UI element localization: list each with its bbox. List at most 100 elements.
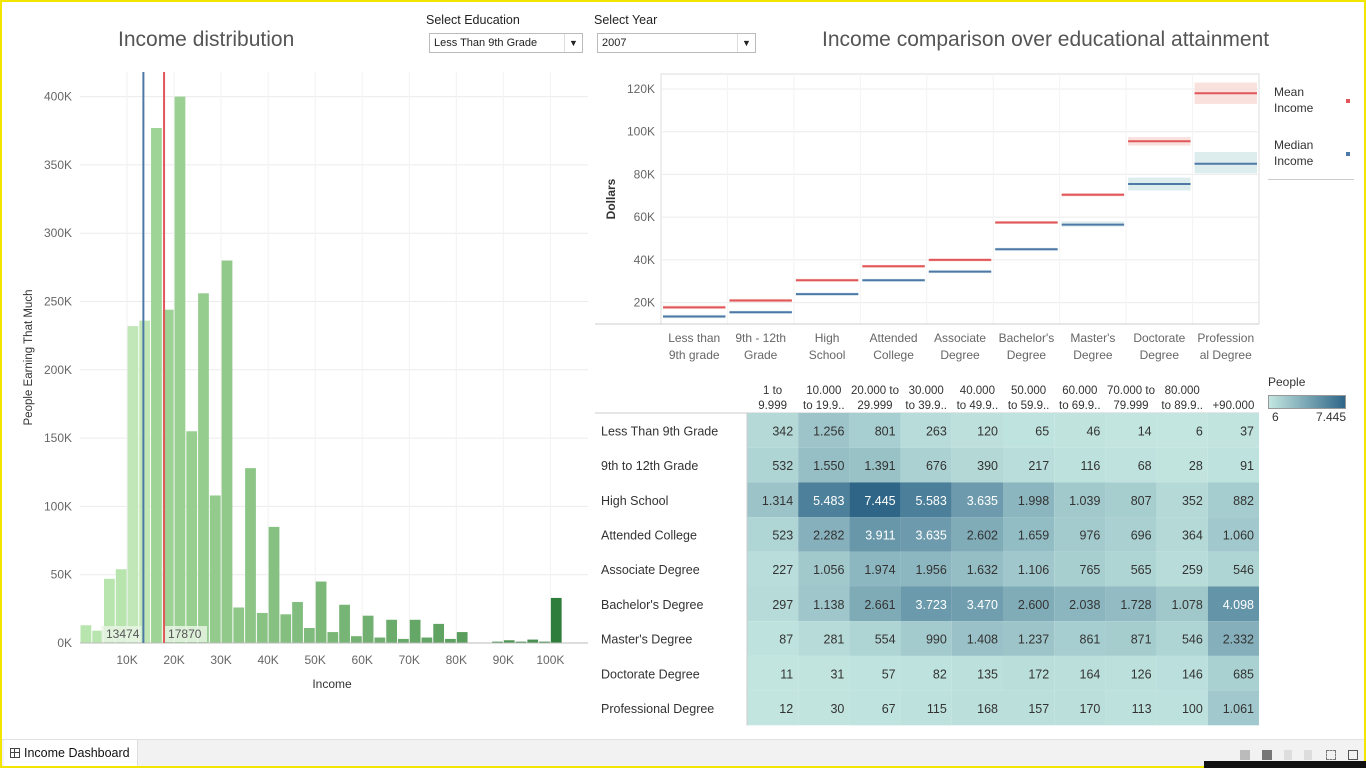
hist-bar[interactable]	[374, 637, 386, 643]
heatmap-cell[interactable]	[747, 655, 799, 691]
heatmap-cell[interactable]	[900, 517, 952, 552]
fullscreen-icon[interactable]	[1326, 750, 1336, 760]
heatmap-cell[interactable]	[747, 517, 799, 552]
heatmap-cell[interactable]	[951, 517, 1003, 552]
presentation-icon[interactable]	[1348, 750, 1358, 760]
heatmap-cell[interactable]	[1105, 586, 1157, 622]
education-select[interactable]: Less Than 9th Grade ▼	[429, 33, 583, 53]
next-icon[interactable]	[1304, 750, 1312, 760]
heatmap-cell[interactable]	[1003, 482, 1055, 518]
hist-bar[interactable]	[492, 641, 503, 643]
heatmap-cell[interactable]	[849, 482, 901, 518]
heatmap-cell[interactable]	[951, 655, 1003, 691]
sheet-icon[interactable]	[1262, 750, 1272, 760]
heatmap-cell[interactable]	[1156, 517, 1208, 552]
heatmap-cell[interactable]	[1054, 517, 1106, 552]
hist-bar[interactable]	[221, 260, 233, 643]
heatmap-cell[interactable]	[951, 447, 1003, 483]
heatmap-cell[interactable]	[798, 655, 850, 691]
hist-bar[interactable]	[515, 641, 527, 643]
heatmap-cell[interactable]	[1207, 551, 1259, 587]
heatmap-cell[interactable]	[1156, 551, 1208, 587]
heatmap-cell[interactable]	[747, 482, 799, 518]
hist-bar[interactable]	[421, 637, 433, 643]
heatmap-cell[interactable]	[951, 482, 1003, 518]
hist-bar[interactable]	[527, 639, 539, 643]
hist-bar[interactable]	[92, 630, 104, 643]
heatmap-cell[interactable]	[747, 447, 799, 483]
hist-bar[interactable]	[174, 96, 186, 644]
heatmap-cell[interactable]	[1054, 586, 1106, 622]
heatmap-cell[interactable]	[1207, 655, 1259, 691]
heatmap-cell[interactable]	[1054, 690, 1106, 726]
heatmap-cell[interactable]	[900, 586, 952, 622]
chevron-down-icon[interactable]: ▼	[737, 34, 755, 52]
heatmap-cell[interactable]	[747, 621, 799, 656]
year-select[interactable]: 2007 ▼	[597, 33, 756, 53]
hist-bar[interactable]	[350, 636, 362, 643]
heatmap-cell[interactable]	[1207, 586, 1259, 622]
heatmap-cell[interactable]	[1003, 690, 1055, 726]
heatmap-cell[interactable]	[849, 551, 901, 587]
heatmap-cell[interactable]	[798, 551, 850, 587]
heatmap-cell[interactable]	[798, 690, 850, 726]
heatmap-cell[interactable]	[951, 621, 1003, 656]
heatmap-cell[interactable]	[900, 655, 952, 691]
heatmap-cell[interactable]	[1105, 482, 1157, 518]
heatmap-cell[interactable]	[1207, 621, 1259, 656]
hist-bar[interactable]	[127, 326, 139, 643]
heatmap-cell[interactable]	[1207, 690, 1259, 726]
heatmap-cell[interactable]	[1156, 690, 1208, 726]
heatmap-cell[interactable]	[849, 655, 901, 691]
hist-bar[interactable]	[339, 604, 350, 643]
heatmap-cell[interactable]	[1003, 551, 1055, 587]
hist-bar[interactable]	[115, 569, 127, 643]
hist-bar[interactable]	[409, 619, 421, 643]
heatmap-cell[interactable]	[900, 413, 952, 448]
hist-bar[interactable]	[386, 619, 397, 643]
hist-bar[interactable]	[433, 623, 445, 643]
hist-bar[interactable]	[503, 640, 515, 643]
heatmap-cell[interactable]	[1054, 413, 1106, 448]
heatmap-cell[interactable]	[1003, 447, 1055, 483]
heatmap-cell[interactable]	[951, 690, 1003, 726]
hist-bar[interactable]	[550, 597, 562, 643]
hist-bar[interactable]	[456, 632, 468, 643]
heatmap-cell[interactable]	[747, 551, 799, 587]
heatmap-cell[interactable]	[849, 690, 901, 726]
hist-bar[interactable]	[327, 632, 339, 643]
people-heatmap[interactable]: 1 to 9.999 10.000 to 19.9.. 20.000 to 29.999 3…	[595, 378, 1265, 728]
heatmap-cell[interactable]	[1054, 551, 1106, 587]
heatmap-cell[interactable]	[1003, 517, 1055, 552]
hist-bar[interactable]	[245, 468, 256, 643]
heatmap-cell[interactable]	[1156, 655, 1208, 691]
heatmap-cell[interactable]	[1054, 447, 1106, 483]
hist-bar[interactable]	[539, 641, 550, 643]
heatmap-cell[interactable]	[1105, 690, 1157, 726]
hist-bar[interactable]	[268, 526, 280, 643]
hist-bar[interactable]	[315, 581, 327, 643]
heatmap-cell[interactable]	[951, 413, 1003, 448]
heatmap-cell[interactable]	[900, 551, 952, 587]
heatmap-cell[interactable]	[1105, 517, 1157, 552]
hist-bar[interactable]	[151, 128, 162, 643]
heatmap-cell[interactable]	[1207, 482, 1259, 518]
heatmap-cell[interactable]	[1105, 655, 1157, 691]
heatmap-cell[interactable]	[1003, 621, 1055, 656]
heatmap-cell[interactable]	[798, 586, 850, 622]
income-comparison-chart[interactable]: 20K 40K 60K 80K 100K 120K Less than 9th grade 9t…	[595, 70, 1265, 370]
legend-median-item[interactable]: Median Income	[1274, 137, 1313, 169]
heatmap-cell[interactable]	[849, 447, 901, 483]
hist-bar[interactable]	[398, 638, 409, 643]
hist-bar[interactable]	[186, 431, 198, 643]
hist-bar[interactable]	[139, 320, 151, 643]
heatmap-cell[interactable]	[849, 517, 901, 552]
heatmap-cell[interactable]	[900, 690, 952, 726]
heatmap-cell[interactable]	[1156, 586, 1208, 622]
chevron-down-icon[interactable]: ▼	[564, 34, 582, 52]
previous-icon[interactable]	[1284, 750, 1292, 760]
hist-bar[interactable]	[292, 602, 303, 643]
heatmap-cell[interactable]	[1207, 447, 1259, 483]
heatmap-cell[interactable]	[1156, 447, 1208, 483]
heatmap-cell[interactable]	[1156, 482, 1208, 518]
